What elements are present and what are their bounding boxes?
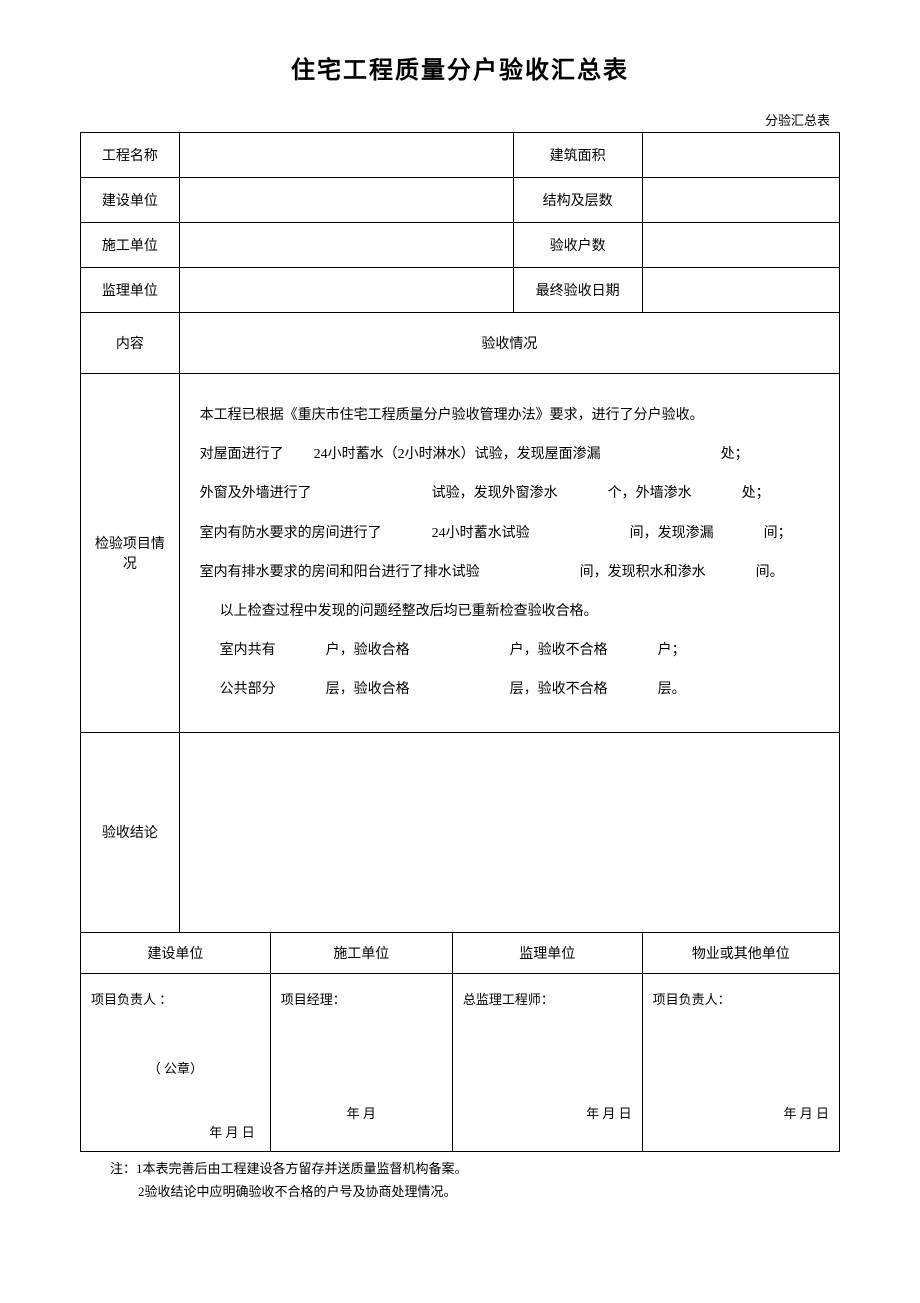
- value-structure-floors: [642, 178, 839, 223]
- value-project-name: [179, 133, 513, 178]
- label-content: 内容: [81, 313, 180, 374]
- label-inspection-items: 检验项目情况: [81, 374, 180, 733]
- label-construction-unit: 建设单位: [81, 178, 180, 223]
- sign-role-3: 总监理工程师：: [463, 989, 632, 1008]
- info-row-4: 监理单位 最终验收日期: [81, 268, 840, 313]
- label-final-date: 最终验收日期: [513, 268, 642, 313]
- sign-cell-1: 项目负责人 ： （ 公章） 年 月 日: [81, 973, 271, 1151]
- info-row-2: 建设单位 结构及层数: [81, 178, 840, 223]
- sign-cell-4: 项目负责人： 年 月 日: [642, 973, 839, 1151]
- value-construction-unit: [179, 178, 513, 223]
- section-header-row: 内容 验收情况: [81, 313, 840, 374]
- label-project-name: 工程名称: [81, 133, 180, 178]
- sign-header-3: 监理单位: [452, 932, 642, 973]
- note-2: 2验收结论中应明确验收不合格的户号及协商处理情况。: [110, 1180, 840, 1203]
- page-title: 住宅工程质量分户验收汇总表: [80, 50, 840, 85]
- sign-role-4: 项目负责人：: [653, 989, 829, 1008]
- inspect-line-6: 以上检查过程中发现的问题经整改后均已重新检查验收合格。: [200, 592, 819, 631]
- inspection-row: 检验项目情况 本工程已根据《重庆市住宅工程质量分户验收管理办法》要求，进行了分户…: [81, 374, 840, 733]
- inspect-line-2: 对屋面进行了24小时蓄水（2小时淋水）试验，发现屋面渗漏处；: [200, 435, 819, 474]
- top-right-label: 分验汇总表: [80, 110, 840, 129]
- sign-role-row: 项目负责人 ： （ 公章） 年 月 日 项目经理： 年 月 总监理工程师： 年 …: [81, 973, 840, 1151]
- sign-role-2: 项目经理：: [281, 989, 442, 1008]
- sign-header-4: 物业或其他单位: [642, 932, 839, 973]
- inspect-line-3: 外窗及外墙进行了试验，发现外窗渗水个，外墙渗水处；: [200, 474, 819, 513]
- value-households: [642, 223, 839, 268]
- label-households: 验收户数: [513, 223, 642, 268]
- sign-header-row: 建设单位 施工单位 监理单位 物业或其他单位: [81, 932, 840, 973]
- info-row-3: 施工单位 验收户数: [81, 223, 840, 268]
- conclusion-content: [179, 732, 839, 932]
- sign-cell-2: 项目经理： 年 月: [270, 973, 452, 1151]
- value-supervision-unit: [179, 268, 513, 313]
- sign-date-2: 年 月: [281, 1103, 442, 1122]
- label-structure-floors: 结构及层数: [513, 178, 642, 223]
- value-building-area: [642, 133, 839, 178]
- value-contractor-unit: [179, 223, 513, 268]
- sign-header-1: 建设单位: [81, 932, 271, 973]
- conclusion-row: 验收结论: [81, 732, 840, 932]
- main-table: 工程名称 建筑面积 建设单位 结构及层数 施工单位 验收户数 监理单位 最终验收…: [80, 132, 840, 1152]
- sign-header-2: 施工单位: [270, 932, 452, 973]
- seal-text: （ 公章）: [91, 1058, 260, 1077]
- label-supervision-unit: 监理单位: [81, 268, 180, 313]
- info-row-1: 工程名称 建筑面积: [81, 133, 840, 178]
- label-building-area: 建筑面积: [513, 133, 642, 178]
- notes-block: 注：1本表完善后由工程建设各方留存并送质量监督机构备案。 2验收结论中应明确验收…: [80, 1157, 840, 1204]
- inspect-line-8: 公共部分层，验收合格层，验收不合格层。: [200, 670, 819, 709]
- sign-role-1: 项目负责人 ：: [91, 989, 260, 1008]
- value-final-date: [642, 268, 839, 313]
- sign-cell-3: 总监理工程师： 年 月 日: [452, 973, 642, 1151]
- inspect-line-7: 室内共有户，验收合格户，验收不合格户；: [200, 631, 819, 670]
- inspection-content: 本工程已根据《重庆市住宅工程质量分户验收管理办法》要求，进行了分户验收。 对屋面…: [179, 374, 839, 733]
- sign-date-4: 年 月 日: [653, 1103, 829, 1122]
- label-contractor-unit: 施工单位: [81, 223, 180, 268]
- note-1: 注：1本表完善后由工程建设各方留存并送质量监督机构备案。: [110, 1157, 840, 1180]
- sign-date-3: 年 月 日: [463, 1103, 632, 1122]
- inspect-line-4: 室内有防水要求的房间进行了24小时蓄水试验间，发现渗漏间；: [200, 514, 819, 553]
- inspect-line-1: 本工程已根据《重庆市住宅工程质量分户验收管理办法》要求，进行了分户验收。: [200, 396, 819, 435]
- inspect-line-5: 室内有排水要求的房间和阳台进行了排水试验间，发现积水和渗水间。: [200, 553, 819, 592]
- label-conclusion: 验收结论: [81, 732, 180, 932]
- sign-date-1: 年 月 日: [91, 1122, 260, 1141]
- label-status: 验收情况: [179, 313, 839, 374]
